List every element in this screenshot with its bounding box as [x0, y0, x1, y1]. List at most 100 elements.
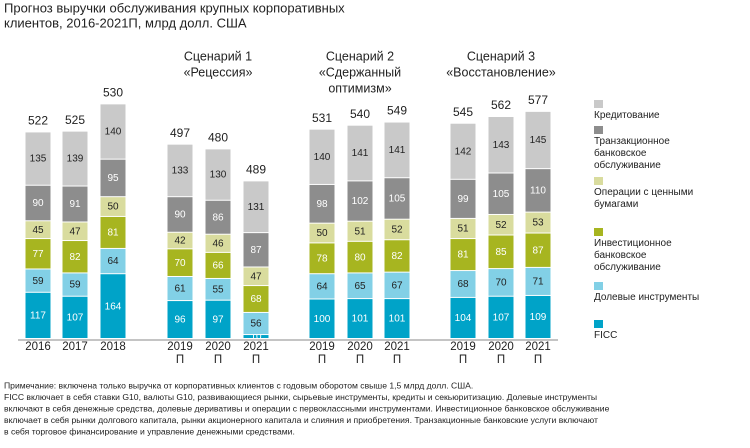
legend-item: Долевые инструменты	[594, 282, 714, 304]
value-label: 105	[389, 194, 406, 205]
bar-segment	[205, 149, 231, 200]
x-tick-label: 2017	[62, 341, 88, 353]
value-label: 139	[67, 154, 84, 165]
total-label: 489	[246, 163, 266, 177]
value-label: 71	[532, 277, 544, 288]
bar-segment	[167, 301, 193, 338]
value-label: 140	[105, 127, 122, 138]
bar-segment	[62, 273, 88, 296]
bar-segment	[167, 232, 193, 249]
bar-segment	[100, 104, 126, 159]
value-label: 42	[174, 236, 186, 247]
x-tick-label: П	[393, 354, 401, 366]
bar-segment	[100, 274, 126, 338]
value-label: 90	[32, 198, 44, 209]
value-label: 51	[457, 224, 469, 235]
value-label: 78	[316, 253, 328, 264]
bar-segment	[205, 278, 231, 300]
legend-label: Долевые инструменты	[594, 292, 700, 303]
bar-segment	[100, 248, 126, 274]
bar-segment	[384, 219, 410, 240]
bar-segment	[525, 295, 551, 338]
value-label: 95	[107, 173, 119, 184]
bar-segment	[25, 292, 51, 338]
x-tick-label: П	[318, 354, 326, 366]
bar-segment	[450, 271, 476, 297]
bar-segment	[309, 223, 335, 243]
bar-segment	[450, 239, 476, 271]
bar-segment	[243, 233, 269, 267]
footnote: FICC включает в себя ставки G10, валюты …	[4, 392, 597, 402]
bar-segment	[205, 252, 231, 278]
bar-segment	[167, 276, 193, 301]
bar-segment	[488, 235, 514, 269]
value-label: 91	[69, 199, 81, 210]
bar-segment	[309, 299, 335, 338]
value-label: 64	[107, 256, 119, 267]
bar-segment	[309, 184, 335, 223]
value-label: 85	[495, 247, 507, 258]
bar-segment	[62, 186, 88, 222]
bar-segment	[450, 123, 476, 179]
bar-segment	[488, 214, 514, 235]
value-label: 97	[212, 314, 224, 325]
bar-segment	[62, 241, 88, 273]
chart-title: клиентов, 2016-2021П, млрд долл. США	[4, 15, 247, 30]
bar-segment	[347, 125, 373, 181]
scenario-label: «Рецессия»	[184, 65, 253, 79]
bar-segment	[525, 267, 551, 295]
legend-swatch	[594, 126, 603, 134]
value-label: 102	[352, 196, 369, 207]
scenario-label: «Сдержанный	[319, 65, 401, 79]
bar-segment	[62, 296, 88, 338]
value-label: 67	[391, 281, 403, 292]
total-label: 562	[491, 98, 511, 112]
x-tick-label: 2021	[525, 341, 551, 353]
legend-swatch	[594, 228, 603, 236]
footnote: включает в себя рынки долгового капитала…	[4, 415, 598, 425]
bar-segment	[347, 241, 373, 273]
value-label: 107	[67, 313, 84, 324]
value-label: 107	[493, 313, 510, 324]
legend-label: FICC	[594, 330, 618, 341]
value-label: 110	[530, 186, 546, 197]
x-tick-label: 2020	[205, 341, 231, 353]
value-label: 68	[457, 279, 469, 290]
x-tick-label: П	[459, 354, 467, 366]
value-label: 61	[174, 284, 186, 295]
value-label: 87	[250, 245, 262, 256]
bar-segment	[488, 173, 514, 214]
bar-segment	[450, 297, 476, 338]
value-label: 52	[495, 220, 507, 231]
bar-segment	[167, 249, 193, 276]
x-tick-label: 2020	[347, 341, 373, 353]
value-label: 81	[457, 250, 469, 261]
value-label: 143	[493, 140, 510, 151]
legend-swatch	[594, 177, 603, 185]
value-label: 59	[69, 280, 81, 291]
value-label: 101	[352, 314, 369, 325]
value-label: 52	[391, 225, 403, 236]
x-tick-label: 2021	[243, 341, 269, 353]
value-label: 135	[30, 154, 47, 165]
total-label: 577	[528, 93, 548, 107]
scenario-label: Сценарий 2	[326, 49, 394, 63]
value-label: 47	[250, 271, 262, 282]
value-label: 50	[107, 202, 119, 213]
bar-segment	[525, 111, 551, 169]
bar-segment	[243, 286, 269, 312]
value-label: 50	[316, 228, 328, 239]
total-label: 531	[312, 111, 332, 125]
bar-segment	[243, 312, 269, 335]
bar-segment	[347, 299, 373, 338]
bar-segment	[100, 197, 126, 216]
value-label: 80	[354, 252, 366, 263]
bar-segment	[347, 181, 373, 221]
value-label: 109	[530, 312, 547, 323]
value-label: 164	[105, 301, 122, 312]
bar-segment	[384, 178, 410, 219]
legend-item: Инвестиционное банковское обслуживание	[594, 228, 714, 274]
legend-swatch	[594, 320, 603, 328]
